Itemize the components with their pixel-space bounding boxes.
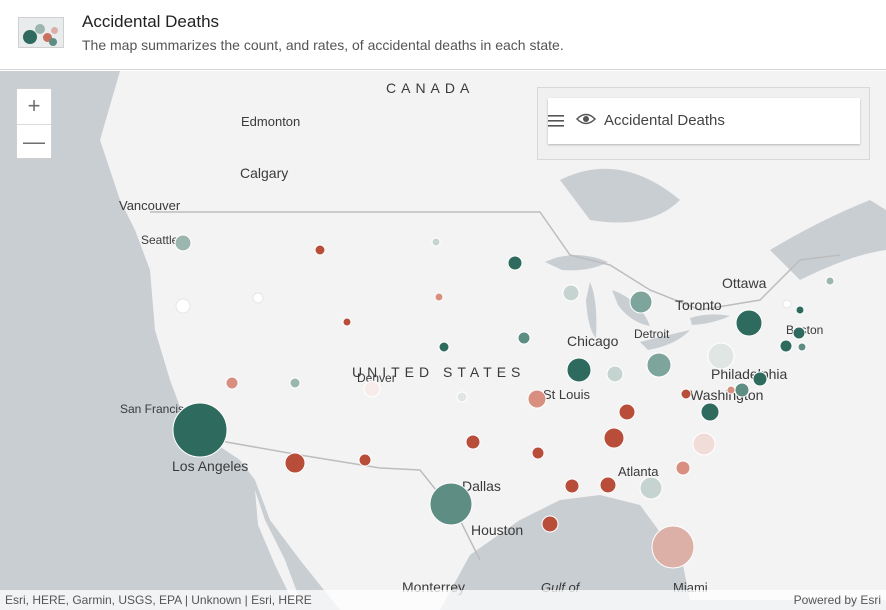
- map-view[interactable]: CANADA Edmonton Calgary Vancouver Seattl…: [0, 71, 886, 610]
- state-bubble: [541, 515, 559, 533]
- us-canada-border: [150, 211, 841, 311]
- state-bubble: [438, 341, 450, 353]
- state-bubble: [434, 292, 444, 302]
- lake-superior: [545, 255, 608, 271]
- state-bubble: [507, 255, 523, 271]
- state-bubble: [429, 482, 473, 526]
- list-icon[interactable]: [548, 115, 564, 127]
- zoom-control: + —: [16, 88, 52, 159]
- baja-land: [255, 490, 300, 600]
- state-bubble: [456, 391, 468, 403]
- state-bubble: [289, 377, 301, 389]
- city-label-denver: Denver: [357, 371, 396, 385]
- state-bubble: [527, 389, 547, 409]
- state-bubble: [795, 305, 805, 315]
- state-bubble: [606, 365, 624, 383]
- city-label-houston: Houston: [471, 522, 523, 538]
- map-subtitle: The map summarizes the count, and rates,…: [82, 37, 564, 53]
- state-bubble: [342, 317, 352, 327]
- attribution-sources[interactable]: Esri, HERE, Garmin, USGS, EPA | Unknown …: [5, 593, 312, 607]
- city-label-toronto: Toronto: [675, 297, 722, 313]
- accidental-deaths-layer: [172, 234, 835, 569]
- state-bubble: [782, 299, 792, 309]
- hudson-bay: [560, 168, 680, 223]
- state-bubble: [792, 326, 806, 340]
- zoom-out-button[interactable]: —: [23, 129, 45, 154]
- country-label-united-states: UNITED STATES: [352, 364, 525, 380]
- lake-erie: [640, 330, 690, 350]
- state-bubble: [618, 403, 636, 421]
- north-america-land: [100, 71, 886, 610]
- city-label-philadelphia: Philadelphia: [711, 366, 787, 382]
- app-header: Accidental Deaths The map summarizes the…: [0, 0, 886, 70]
- city-label-detroit: Detroit: [634, 327, 670, 341]
- us-mexico-border: [214, 439, 481, 561]
- layer-name: Accidental Deaths: [604, 112, 725, 129]
- layer-list-item[interactable]: Accidental Deaths: [548, 98, 860, 144]
- city-label-los-angeles: Los Angeles: [172, 458, 248, 474]
- state-bubble: [531, 446, 545, 460]
- country-label-overlay: UNITED STATES: [352, 364, 525, 380]
- lake-huron: [612, 290, 650, 326]
- map-title: Accidental Deaths: [82, 12, 220, 31]
- state-bubble: [172, 402, 228, 458]
- state-bubble: [603, 427, 625, 449]
- state-bubble: [225, 376, 239, 390]
- state-bubble: [707, 342, 735, 370]
- city-label-calgary: Calgary: [240, 165, 288, 181]
- state-bubble: [651, 525, 695, 569]
- state-bubble: [363, 380, 381, 398]
- city-label-seattle: Seattle: [141, 233, 179, 247]
- lake-ontario: [690, 314, 730, 325]
- city-label-san-francisco: San Francisco: [120, 402, 197, 416]
- map-labels-layer: CANADA Edmonton Calgary Vancouver Seattl…: [119, 80, 823, 595]
- state-bubble: [517, 331, 531, 345]
- eye-icon[interactable]: [576, 112, 596, 126]
- city-label-st-louis: St Louis: [543, 387, 590, 402]
- state-bubble: [564, 478, 580, 494]
- attribution-bar: Esri, HERE, Garmin, USGS, EPA | Unknown …: [0, 590, 886, 610]
- state-bubble: [284, 452, 306, 474]
- city-label-vancouver: Vancouver: [119, 198, 181, 213]
- layer-list-panel: Accidental Deaths: [537, 87, 870, 160]
- state-bubble: [174, 234, 192, 252]
- city-label-edmonton: Edmonton: [241, 114, 300, 129]
- state-bubble: [726, 385, 736, 395]
- state-bubble: [675, 460, 691, 476]
- state-bubble: [358, 453, 372, 467]
- state-bubble: [599, 476, 617, 494]
- state-bubble: [465, 434, 481, 450]
- state-bubble: [735, 309, 763, 337]
- state-bubble: [700, 402, 720, 422]
- state-bubble: [779, 339, 793, 353]
- state-bubble: [175, 298, 191, 314]
- state-bubble: [431, 237, 441, 247]
- city-label-atlanta: Atlanta: [618, 464, 659, 479]
- state-bubble: [639, 476, 663, 500]
- state-bubble: [825, 276, 835, 286]
- city-label-chicago: Chicago: [567, 333, 619, 349]
- state-bubble: [646, 352, 672, 378]
- zoom-in-button[interactable]: +: [17, 89, 51, 125]
- city-label-ottawa: Ottawa: [722, 275, 767, 291]
- map-thumbnail: [18, 17, 64, 48]
- state-bubble: [629, 290, 653, 314]
- powered-by-esri[interactable]: Powered by Esri: [793, 593, 881, 607]
- state-bubble: [752, 371, 768, 387]
- state-bubble: [562, 284, 580, 302]
- country-label-canada: CANADA: [386, 80, 474, 96]
- state-bubble: [692, 432, 716, 456]
- basemap: [100, 71, 886, 610]
- lake-michigan: [586, 282, 597, 338]
- gulf-water: [440, 500, 672, 610]
- state-bubble: [797, 342, 807, 352]
- state-bubble: [314, 244, 326, 256]
- city-label-dallas: Dallas: [462, 478, 501, 494]
- state-bubble: [680, 388, 692, 400]
- state-bubble: [566, 357, 592, 383]
- state-bubble: [252, 292, 264, 304]
